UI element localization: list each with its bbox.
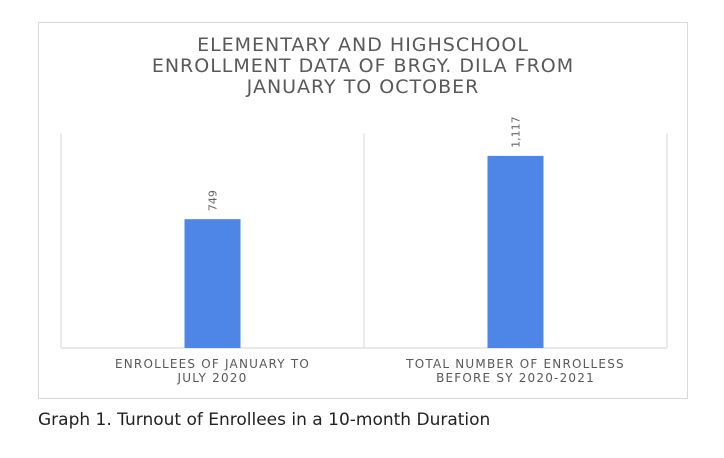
chart-frame: ELEMENTARY AND HIGHSCHOOL ENROLLMENT DAT… [38,22,688,399]
category-label-1-line-2: JULY 2020 [177,371,248,385]
category-label-1-line-1: ENROLLEES OF JANUARY TO [115,357,310,371]
chart-title-line-2: ENROLLMENT DATA OF BRGY. DILA FROM [151,55,575,77]
chart-title-line-1: ELEMENTARY AND HIGHSCHOOL [197,34,529,56]
category-label-2-line-1: TOTAL NUMBER OF ENROLLESS [405,357,625,371]
bar-1 [184,219,241,348]
chart-title-line-3: JANUARY TO OCTOBER [246,76,480,98]
bar-2 [487,155,544,348]
data-label-2: 1,117 [510,116,523,148]
figure-caption: Graph 1. Turnout of Enrollees in a 10-mo… [38,410,491,430]
chart-title: ELEMENTARY AND HIGHSCHOOL ENROLLMENT DAT… [39,35,687,98]
data-label-1: 749 [207,190,220,211]
category-label-2-line-2: BEFORE SY 2020-2021 [436,371,595,385]
